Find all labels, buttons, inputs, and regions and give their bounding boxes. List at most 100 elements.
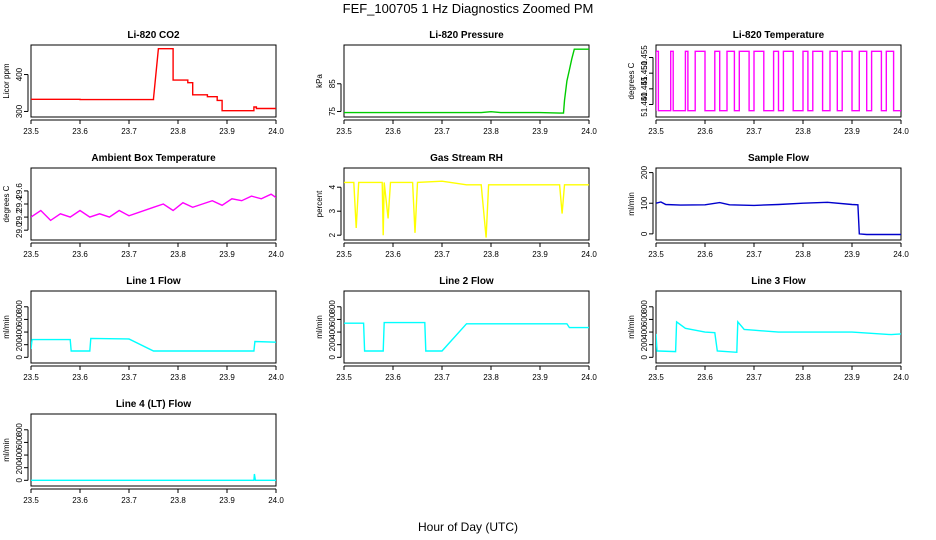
plot-frame xyxy=(30,44,277,118)
series-line xyxy=(31,337,276,352)
panel-title: Li-820 Temperature xyxy=(733,30,825,41)
panel-3: Li-820 Temperature 23.5 23.6 23.7 23.8 23.9 24… xyxy=(627,30,909,136)
y-tick-label: 200 xyxy=(640,337,649,351)
y-tick-label: 51.440 xyxy=(640,92,649,117)
panel-1: Li-820 CO2 23.5 23.6 23.7 23.8 23.9 24.0 300 400… xyxy=(2,30,284,136)
x-tick-label: 23.5 xyxy=(23,127,39,136)
y-tick-label: 800 xyxy=(15,300,24,314)
x-tick-label: 23.9 xyxy=(532,127,548,136)
y-axis-label: percent xyxy=(315,190,324,217)
y-tick-label: 0 xyxy=(15,355,24,360)
y-tick-label: 600 xyxy=(15,435,24,449)
y-axis-label: ml/min xyxy=(627,315,636,339)
y-tick-label: 29.2 xyxy=(15,209,24,225)
y-tick-label: 800 xyxy=(15,423,24,437)
panel-title: Line 3 Flow xyxy=(751,276,806,287)
plot-frame xyxy=(655,167,902,241)
y-tick-label: 400 xyxy=(15,325,24,339)
x-tick-label: 23.8 xyxy=(795,250,811,259)
x-tick-label: 23.6 xyxy=(697,373,713,382)
x-tick-label: 23.6 xyxy=(72,127,88,136)
y-axis-label: kPa xyxy=(315,74,324,88)
x-tick-label: 23.6 xyxy=(697,250,713,259)
series-line xyxy=(656,320,901,354)
panel-7: Line 1 Flow 23.5 23.6 23.7 23.8 23.9 24.0 0 2004… xyxy=(2,276,284,382)
x-tick-label: 23.7 xyxy=(746,250,762,259)
plot-frame xyxy=(30,290,277,364)
y-axis-label: ml/min xyxy=(2,315,11,339)
x-tick-label: 23.8 xyxy=(483,250,499,259)
y-tick-label: 51.455 xyxy=(640,45,649,70)
panel-6: Sample Flow 23.5 23.6 23.7 23.8 23.9 24.0 0 100 2… xyxy=(627,153,909,259)
panel-title: Line 4 (LT) Flow xyxy=(116,399,192,410)
x-tick-label: 24.0 xyxy=(581,250,597,259)
panel-title: Li-820 CO2 xyxy=(127,30,180,41)
x-tick-label: 24.0 xyxy=(268,250,284,259)
x-tick-label: 23.7 xyxy=(121,373,137,382)
x-tick-label: 24.0 xyxy=(268,373,284,382)
y-axis-label: degrees C xyxy=(627,62,636,99)
x-tick-label: 23.6 xyxy=(385,250,401,259)
y-tick-label: 0 xyxy=(328,355,337,360)
x-tick-label: 23.9 xyxy=(844,127,860,136)
plot-frame xyxy=(343,167,590,241)
y-axis-label: Licor ppm xyxy=(2,63,11,98)
x-tick-label: 23.5 xyxy=(23,496,39,505)
y-axis-label: degrees C xyxy=(2,185,11,222)
x-tick-label: 23.8 xyxy=(483,127,499,136)
y-tick-label: 3 xyxy=(328,208,337,213)
x-tick-label: 23.9 xyxy=(219,127,235,136)
panel-4: Ambient Box Temperature 23.5 23.6 23.7 23.8 2… xyxy=(2,153,284,259)
x-tick-label: 23.6 xyxy=(385,127,401,136)
y-tick-label: 51.450 xyxy=(640,60,649,85)
y-tick-label: 200 xyxy=(640,165,649,179)
x-tick-label: 23.9 xyxy=(844,373,860,382)
y-tick-label: 2 xyxy=(328,232,337,237)
x-tick-label: 23.9 xyxy=(532,373,548,382)
x-tick-label: 23.8 xyxy=(170,250,186,259)
y-tick-label: 75 xyxy=(328,106,337,115)
x-tick-label: 23.7 xyxy=(121,496,137,505)
y-tick-label: 200 xyxy=(15,337,24,351)
plot-frame xyxy=(343,44,590,118)
y-tick-label: 51.445 xyxy=(640,76,649,101)
y-tick-label: 0 xyxy=(15,478,24,483)
x-tick-label: 23.6 xyxy=(72,373,88,382)
x-tick-label: 23.9 xyxy=(532,250,548,259)
x-tick-label: 23.5 xyxy=(23,373,39,382)
x-tick-label: 23.8 xyxy=(170,373,186,382)
x-tick-label: 24.0 xyxy=(581,373,597,382)
x-tick-label: 23.7 xyxy=(746,373,762,382)
x-tick-label: 23.5 xyxy=(648,373,664,382)
y-tick-label: 400 xyxy=(15,67,24,81)
x-axis-label: Hour of Day (UTC) xyxy=(418,520,518,534)
x-tick-label: 24.0 xyxy=(893,373,909,382)
y-axis-label: ml/min xyxy=(2,438,11,462)
series-line xyxy=(344,321,589,352)
y-tick-label: 0 xyxy=(640,355,649,360)
y-tick-label: 800 xyxy=(328,300,337,314)
plot-frame xyxy=(30,413,277,487)
y-tick-label: 400 xyxy=(328,325,337,339)
x-tick-label: 23.7 xyxy=(121,250,137,259)
panel-9: Line 3 Flow 23.5 23.6 23.7 23.8 23.9 24.0 0 2004… xyxy=(627,276,909,382)
panel-title: Sample Flow xyxy=(748,153,809,164)
panel-2: Li-820 Pressure 23.5 23.6 23.7 23.8 23.9 24.0 7… xyxy=(315,30,597,136)
x-tick-label: 23.5 xyxy=(336,127,352,136)
x-tick-label: 23.8 xyxy=(795,127,811,136)
x-tick-label: 23.5 xyxy=(648,127,664,136)
series-line xyxy=(656,50,901,112)
x-tick-label: 23.7 xyxy=(434,127,450,136)
panel-10: Line 4 (LT) Flow 23.5 23.6 23.7 23.8 23.9 24.0… xyxy=(2,399,284,505)
x-tick-label: 24.0 xyxy=(893,127,909,136)
panel-title: Li-820 Pressure xyxy=(429,30,504,41)
panel-title: Ambient Box Temperature xyxy=(91,153,216,164)
x-tick-label: 23.6 xyxy=(72,250,88,259)
plot-frame xyxy=(343,290,590,364)
y-tick-label: 4 xyxy=(328,184,337,189)
x-tick-label: 23.9 xyxy=(219,373,235,382)
panel-8: Line 2 Flow 23.5 23.6 23.7 23.8 23.9 24.0 0 2004… xyxy=(315,276,597,382)
x-tick-label: 23.8 xyxy=(170,127,186,136)
x-tick-label: 23.5 xyxy=(336,250,352,259)
series-line xyxy=(344,48,589,114)
